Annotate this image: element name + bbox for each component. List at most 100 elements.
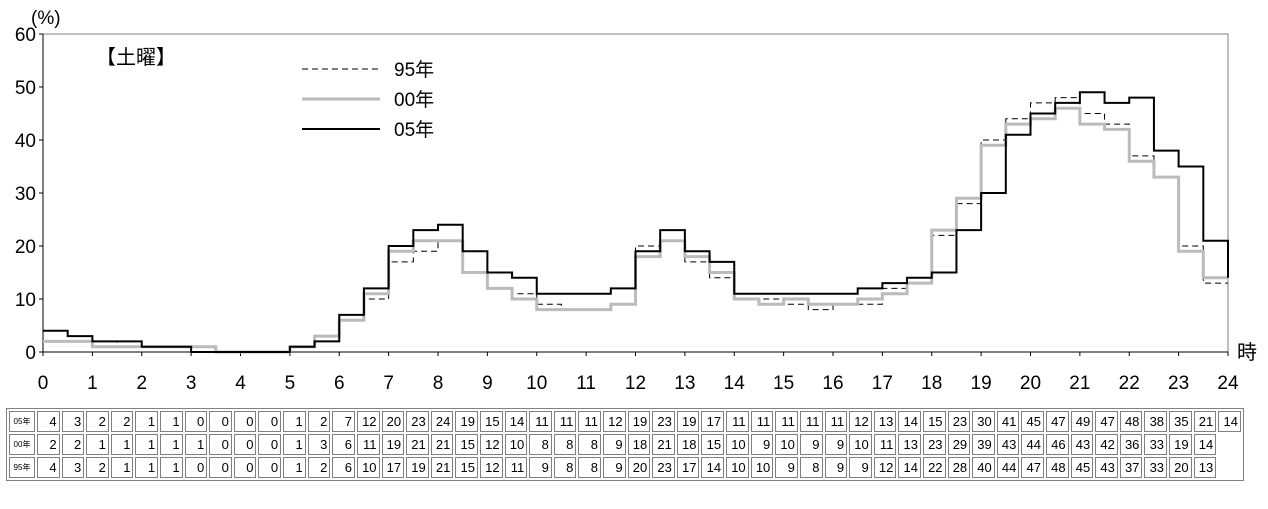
table-cell: 20 (1169, 457, 1192, 478)
table-cell: 0 (184, 457, 208, 478)
table-cell: 45 (1021, 411, 1044, 432)
table-cell: 14 (898, 457, 921, 478)
table-cell: 37 (1119, 457, 1143, 478)
table-cell: 6 (332, 434, 355, 455)
table-cell: 11 (726, 411, 749, 432)
table-cell: 15 (455, 457, 478, 478)
table-cell: 1 (110, 434, 134, 455)
table-cell: 44 (1021, 434, 1044, 455)
table-row: 05年 4 3 2 2 1 1 0 0 0 0 1 2 7 12 20 23 24 19 15 14 11 11 11 12 19… (9, 411, 1241, 432)
table-cell: 38 (1144, 411, 1168, 432)
table-cell: 4 (37, 411, 60, 432)
table-cell: 1 (86, 434, 109, 455)
table-cell: 19 (455, 411, 478, 432)
table-cell: 48 (1119, 411, 1143, 432)
y-tick-label: 30 (15, 184, 36, 205)
table-cell: 20 (381, 411, 405, 432)
x-tick-label: 7 (383, 373, 394, 394)
table-cell: 2 (61, 434, 85, 455)
table-cell: 1 (283, 457, 306, 478)
table-cell: 15 (701, 434, 725, 455)
table-cell: 1 (160, 457, 183, 478)
table-cell: 12 (849, 411, 872, 432)
table-cell: 21 (1193, 411, 1217, 432)
table-cell: 21 (406, 434, 429, 455)
table-cell: 1 (160, 411, 183, 432)
table-cell: 42 (1095, 434, 1118, 455)
x-tick-label: 18 (921, 373, 942, 394)
table-cell: 1 (135, 411, 159, 432)
x-tick-label: 9 (482, 373, 493, 394)
x-tick-label: 10 (526, 373, 547, 394)
data-table: 05年 4 3 2 2 1 1 0 0 0 0 1 2 7 12 20 23 24 19 15 14 11 11 11 12 19… (6, 408, 1244, 481)
series-line-2 (43, 91, 1229, 353)
table-cell: 10 (775, 434, 798, 455)
table-cell: 2 (86, 457, 109, 478)
table-cell: 18 (627, 434, 651, 455)
table-cell: 14 (1193, 434, 1217, 455)
y-tick-label: 10 (15, 290, 36, 311)
table-cell: 17 (701, 411, 725, 432)
table-cell: 11 (553, 411, 577, 432)
table-cell: 33 (1144, 457, 1168, 478)
table-cell: 12 (356, 411, 380, 432)
table-cell: 2 (110, 411, 134, 432)
table-cell: 9 (529, 457, 552, 478)
table-cell: 10 (726, 457, 749, 478)
table-cell: 9 (775, 457, 798, 478)
table-cell: 2 (86, 411, 109, 432)
table-cell: 19 (381, 434, 405, 455)
table-cell: 17 (676, 457, 700, 478)
table-cell: 45 (1070, 457, 1094, 478)
table-cell: 9 (824, 434, 848, 455)
table-row-label: 00年 (9, 434, 35, 455)
table-cell: 19 (1169, 434, 1192, 455)
table-cell: 2 (37, 434, 60, 455)
y-axis-unit-label: (%) (31, 8, 61, 29)
table-cell: 8 (529, 434, 552, 455)
table-cell: 14 (898, 411, 921, 432)
x-tick-label: 15 (773, 373, 794, 394)
x-tick-label: 11 (576, 373, 596, 394)
table-cell: 23 (652, 411, 675, 432)
x-tick-label: 8 (433, 373, 444, 394)
table-cell: 1 (283, 411, 306, 432)
table-cell: 11 (356, 434, 380, 455)
y-tick-label: 40 (15, 131, 36, 152)
table-cell: 1 (135, 457, 159, 478)
table-cell: 0 (233, 434, 257, 455)
table-cell: 1 (135, 434, 159, 455)
table-cell: 46 (1045, 434, 1069, 455)
table-cell: 13 (898, 434, 921, 455)
table-cell: 1 (184, 434, 208, 455)
x-tick-label: 4 (235, 373, 246, 394)
table-cell: 8 (578, 457, 602, 478)
table-row-label: 05年 (9, 411, 35, 432)
table-cell: 0 (209, 411, 232, 432)
x-tick-label: 14 (724, 373, 746, 394)
table-cell: 12 (479, 434, 503, 455)
table-row: 00年 2 2 1 1 1 1 1 0 0 0 1 3 6 11 19 21 21 15 12 10 8 8 8 9 18 21 18… (9, 434, 1241, 455)
table-cell: 21 (430, 434, 454, 455)
table-cell: 0 (258, 434, 282, 455)
table-cell: 14 (1218, 411, 1241, 432)
table-cell: 12 (479, 457, 503, 478)
x-tick-label: 17 (872, 373, 893, 394)
table-row-label: 95年 (9, 457, 35, 478)
table-cell: 14 (504, 411, 528, 432)
table-cell: 29 (947, 434, 971, 455)
table-cell: 24 (430, 411, 454, 432)
table-cell: 9 (849, 457, 872, 478)
table-cell: 1 (160, 434, 183, 455)
table-cell: 43 (1095, 457, 1118, 478)
table-cell: 43 (996, 434, 1020, 455)
table-cell: 43 (1070, 434, 1094, 455)
table-cell: 11 (873, 434, 897, 455)
table-cell: 11 (750, 411, 774, 432)
table-cell: 4 (37, 457, 60, 478)
table-cell: 9 (750, 434, 774, 455)
table-cell: 13 (873, 411, 897, 432)
table-cell: 48 (1045, 457, 1069, 478)
table-cell: 15 (455, 434, 478, 455)
table-cell: 11 (824, 411, 848, 432)
